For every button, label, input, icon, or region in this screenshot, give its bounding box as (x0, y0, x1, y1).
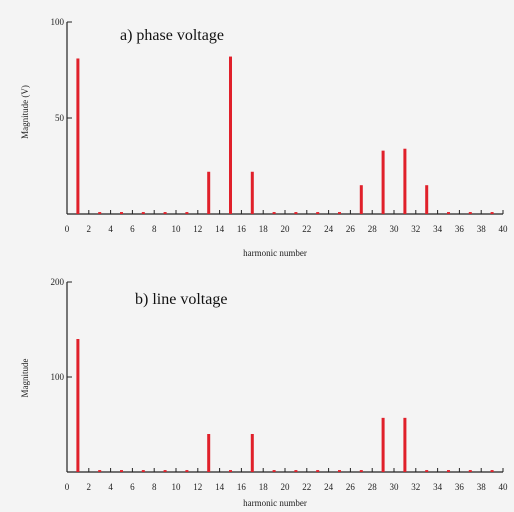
x-tick-label: 32 (411, 224, 420, 234)
bar-h19 (272, 212, 276, 214)
chart-title: b) line voltage (135, 291, 227, 308)
bar-h27 (359, 470, 363, 472)
y-tick-label: 50 (55, 113, 65, 123)
bar-h1 (76, 58, 80, 215)
bar-h35 (447, 470, 450, 472)
bar-h3 (98, 212, 102, 214)
x-tick-label: 34 (433, 224, 443, 234)
bar-h13 (207, 434, 211, 472)
x-tick-label: 28 (368, 482, 378, 492)
bar-h33 (425, 470, 429, 472)
x-axis-label: harmonic number (243, 498, 307, 508)
x-tick-label: 18 (259, 224, 269, 234)
bar-h7 (141, 470, 145, 472)
x-tick-label: 24 (324, 224, 334, 234)
y-tick-label: 100 (51, 17, 65, 27)
x-tick-label: 40 (499, 224, 509, 234)
x-tick-label: 16 (237, 482, 247, 492)
bar-h27 (359, 185, 363, 214)
y-axis-label: Magnitude (20, 359, 30, 398)
x-tick-label: 28 (368, 224, 378, 234)
x-axis-label: harmonic number (243, 248, 307, 258)
bar-h35 (447, 212, 450, 214)
bar-h11 (185, 470, 189, 472)
y-axis-label: Magnitude (V) (20, 85, 30, 139)
y-tick-label: 100 (51, 372, 65, 382)
bar-h15 (229, 470, 232, 472)
bar-h17 (250, 171, 254, 214)
x-tick-label: 38 (477, 224, 487, 234)
x-tick-label: 2 (87, 482, 92, 492)
x-tick-label: 24 (324, 482, 334, 492)
bar-h29 (381, 150, 385, 214)
bar-h15 (229, 56, 232, 215)
x-tick-label: 30 (390, 482, 400, 492)
x-tick-label: 32 (411, 482, 420, 492)
bar-h13 (207, 171, 211, 214)
x-tick-label: 2 (87, 224, 92, 234)
x-tick-label: 8 (152, 482, 157, 492)
x-tick-label: 30 (390, 224, 400, 234)
bar-h33 (425, 185, 429, 214)
bar-h21 (294, 470, 298, 472)
bar-h3 (98, 470, 102, 472)
x-tick-label: 6 (130, 224, 135, 234)
x-tick-label: 14 (215, 224, 225, 234)
bar-h1 (76, 339, 80, 472)
x-tick-label: 0 (65, 482, 70, 492)
bar-h39 (490, 212, 494, 214)
bar-h19 (272, 470, 276, 472)
y-tick-label: 200 (51, 277, 65, 287)
bar-h29 (381, 417, 385, 472)
bar-h21 (294, 212, 298, 214)
bar-h31 (403, 148, 407, 214)
bar-h17 (250, 434, 254, 472)
x-tick-label: 26 (346, 224, 356, 234)
bar-h23 (316, 470, 320, 472)
bar-h5 (120, 470, 123, 472)
x-tick-label: 26 (346, 482, 356, 492)
x-tick-label: 6 (130, 482, 135, 492)
bar-h37 (468, 212, 472, 214)
bar-h9 (163, 470, 167, 472)
x-tick-label: 36 (455, 482, 465, 492)
x-tick-label: 38 (477, 482, 487, 492)
bar-h9 (163, 212, 167, 214)
x-tick-label: 12 (193, 482, 202, 492)
bar-h25 (338, 470, 341, 472)
bar-h7 (141, 212, 145, 214)
x-tick-label: 20 (281, 224, 291, 234)
bar-h23 (316, 212, 320, 214)
bar-h5 (120, 212, 123, 214)
x-tick-label: 0 (65, 224, 70, 234)
bar-h25 (338, 212, 341, 214)
x-tick-label: 36 (455, 224, 465, 234)
bar-h37 (468, 470, 472, 472)
x-tick-label: 16 (237, 224, 247, 234)
bar-h39 (490, 470, 494, 472)
x-tick-label: 4 (108, 224, 113, 234)
x-tick-label: 12 (193, 224, 202, 234)
x-tick-label: 22 (302, 224, 311, 234)
bar-h31 (403, 417, 407, 472)
chart-title: a) phase voltage (120, 27, 224, 44)
x-tick-label: 34 (433, 482, 443, 492)
x-tick-label: 22 (302, 482, 311, 492)
x-tick-label: 18 (259, 482, 269, 492)
bar-h11 (185, 212, 189, 214)
x-tick-label: 20 (281, 482, 291, 492)
x-tick-label: 4 (108, 482, 113, 492)
x-tick-label: 10 (172, 224, 182, 234)
x-tick-label: 14 (215, 482, 225, 492)
x-tick-label: 10 (172, 482, 182, 492)
x-tick-label: 8 (152, 224, 157, 234)
x-tick-label: 40 (499, 482, 509, 492)
